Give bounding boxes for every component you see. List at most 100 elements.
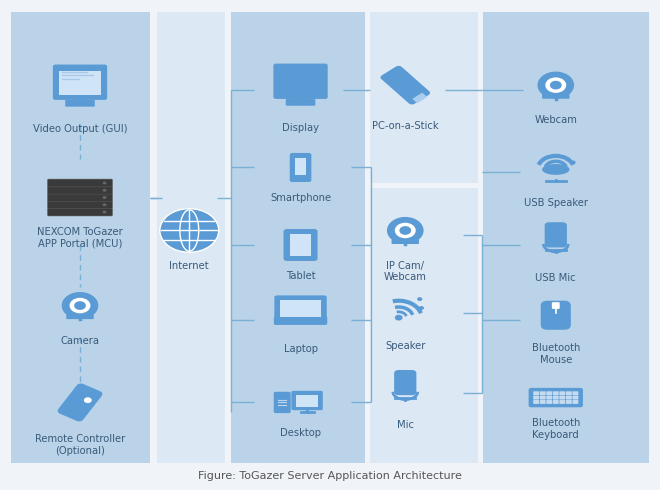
FancyBboxPatch shape xyxy=(541,301,571,330)
Text: Figure: ToGazer Server Application Architecture: Figure: ToGazer Server Application Archi… xyxy=(198,471,462,481)
FancyBboxPatch shape xyxy=(572,400,578,404)
FancyBboxPatch shape xyxy=(560,395,565,399)
FancyBboxPatch shape xyxy=(57,384,102,421)
FancyBboxPatch shape xyxy=(295,158,306,175)
FancyBboxPatch shape xyxy=(540,400,546,404)
FancyBboxPatch shape xyxy=(566,400,572,404)
Text: Tablet: Tablet xyxy=(286,271,315,281)
Text: Smartphone: Smartphone xyxy=(270,193,331,203)
FancyBboxPatch shape xyxy=(546,400,552,404)
FancyBboxPatch shape xyxy=(48,186,112,194)
Text: Speaker: Speaker xyxy=(385,341,426,351)
FancyBboxPatch shape xyxy=(529,388,583,407)
FancyBboxPatch shape xyxy=(553,400,559,404)
Text: Remote Controller
(Optional): Remote Controller (Optional) xyxy=(35,434,125,456)
Text: Internet: Internet xyxy=(170,261,209,270)
FancyBboxPatch shape xyxy=(274,392,291,413)
FancyBboxPatch shape xyxy=(275,295,327,320)
FancyBboxPatch shape xyxy=(533,395,539,399)
Text: Laptop: Laptop xyxy=(284,344,317,354)
Circle shape xyxy=(395,315,403,320)
Circle shape xyxy=(565,157,570,161)
FancyBboxPatch shape xyxy=(370,184,478,187)
FancyBboxPatch shape xyxy=(542,94,570,98)
FancyBboxPatch shape xyxy=(391,239,419,244)
Circle shape xyxy=(102,181,106,184)
FancyBboxPatch shape xyxy=(572,395,578,399)
FancyBboxPatch shape xyxy=(65,100,95,107)
Circle shape xyxy=(61,292,98,319)
FancyBboxPatch shape xyxy=(553,395,559,399)
Circle shape xyxy=(387,217,424,244)
Text: Camera: Camera xyxy=(61,336,100,345)
Circle shape xyxy=(545,77,566,93)
Ellipse shape xyxy=(542,164,570,175)
FancyBboxPatch shape xyxy=(274,316,327,325)
FancyBboxPatch shape xyxy=(291,391,323,410)
FancyBboxPatch shape xyxy=(560,400,565,404)
FancyBboxPatch shape xyxy=(544,222,567,247)
FancyBboxPatch shape xyxy=(553,392,559,395)
Text: Bluetooth
Mouse: Bluetooth Mouse xyxy=(531,343,580,365)
Circle shape xyxy=(69,298,90,313)
FancyBboxPatch shape xyxy=(546,395,552,399)
FancyBboxPatch shape xyxy=(394,370,416,395)
FancyBboxPatch shape xyxy=(533,400,539,404)
FancyBboxPatch shape xyxy=(296,395,318,407)
FancyBboxPatch shape xyxy=(53,65,107,100)
FancyBboxPatch shape xyxy=(533,392,539,395)
FancyBboxPatch shape xyxy=(552,302,560,309)
FancyBboxPatch shape xyxy=(290,234,311,256)
Circle shape xyxy=(84,397,92,403)
Circle shape xyxy=(74,301,86,310)
FancyBboxPatch shape xyxy=(284,229,317,261)
FancyBboxPatch shape xyxy=(370,12,478,463)
FancyBboxPatch shape xyxy=(566,392,572,395)
Text: Mic: Mic xyxy=(397,420,414,430)
Circle shape xyxy=(102,196,106,199)
FancyBboxPatch shape xyxy=(48,194,112,201)
FancyBboxPatch shape xyxy=(483,12,649,463)
FancyBboxPatch shape xyxy=(566,395,572,399)
Circle shape xyxy=(418,306,424,310)
FancyBboxPatch shape xyxy=(156,12,225,463)
Text: Webcam: Webcam xyxy=(535,115,578,125)
Text: Display: Display xyxy=(282,123,319,133)
Text: Desktop: Desktop xyxy=(280,428,321,438)
FancyBboxPatch shape xyxy=(286,99,315,106)
Text: USB Speaker: USB Speaker xyxy=(524,198,588,208)
Text: IP Cam/
Webcam: IP Cam/ Webcam xyxy=(384,261,427,282)
FancyBboxPatch shape xyxy=(11,12,150,463)
FancyBboxPatch shape xyxy=(572,392,578,395)
Text: NEXCOM ToGazer
APP Portal (MCU): NEXCOM ToGazer APP Portal (MCU) xyxy=(37,226,123,248)
Circle shape xyxy=(570,161,576,164)
Text: Video Output (GUI): Video Output (GUI) xyxy=(33,124,127,134)
FancyBboxPatch shape xyxy=(273,64,328,99)
FancyBboxPatch shape xyxy=(412,93,427,103)
FancyBboxPatch shape xyxy=(48,208,112,216)
Circle shape xyxy=(102,203,106,206)
FancyBboxPatch shape xyxy=(546,392,552,395)
Text: PC-on-a-Stick: PC-on-a-Stick xyxy=(372,122,439,131)
FancyBboxPatch shape xyxy=(290,153,312,182)
Circle shape xyxy=(537,72,574,98)
FancyBboxPatch shape xyxy=(66,314,94,319)
Circle shape xyxy=(395,223,416,238)
FancyBboxPatch shape xyxy=(48,201,112,209)
FancyBboxPatch shape xyxy=(370,182,478,188)
Circle shape xyxy=(160,209,218,252)
FancyBboxPatch shape xyxy=(540,395,546,399)
FancyBboxPatch shape xyxy=(540,392,546,395)
Text: USB Mic: USB Mic xyxy=(535,272,576,283)
FancyBboxPatch shape xyxy=(48,179,112,187)
FancyBboxPatch shape xyxy=(230,12,365,463)
Circle shape xyxy=(102,189,106,192)
FancyBboxPatch shape xyxy=(59,72,100,95)
Text: Bluetooth
Keyboard: Bluetooth Keyboard xyxy=(531,418,580,440)
FancyBboxPatch shape xyxy=(380,66,430,105)
Circle shape xyxy=(550,81,562,90)
Circle shape xyxy=(417,297,422,301)
Circle shape xyxy=(399,226,411,235)
FancyBboxPatch shape xyxy=(560,392,565,395)
FancyBboxPatch shape xyxy=(280,300,321,317)
